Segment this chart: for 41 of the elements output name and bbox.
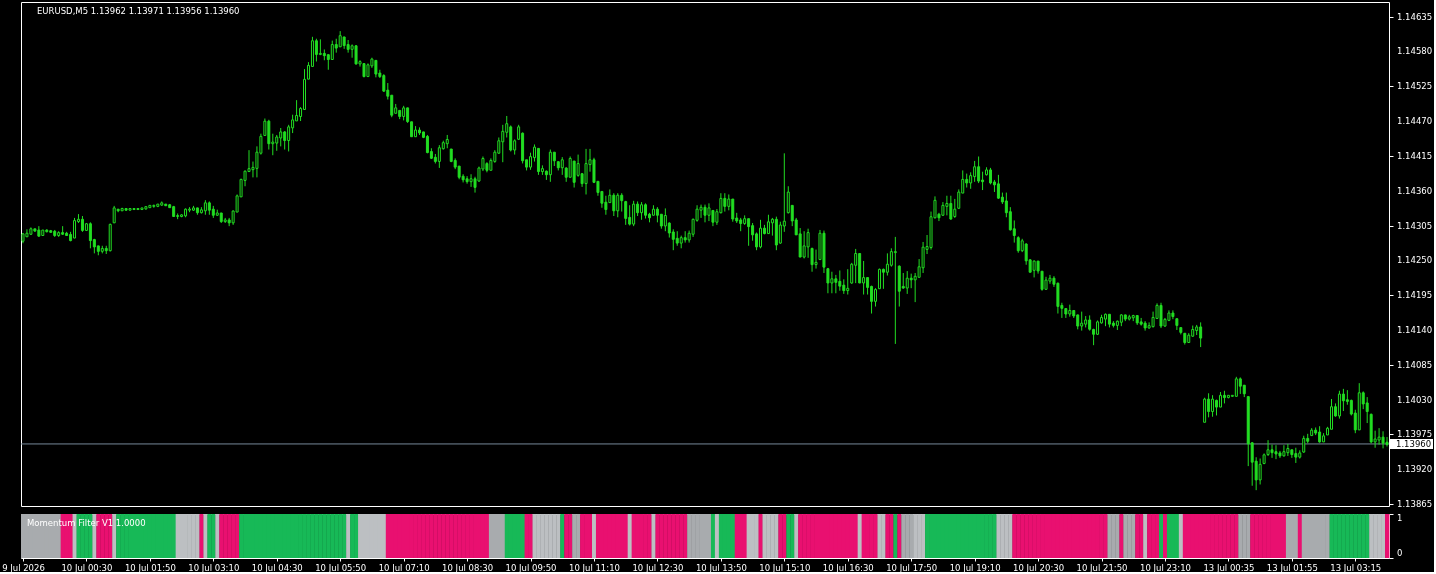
x-tick-label: 10 Jul 20:30 — [1013, 562, 1065, 573]
x-tick-label: 10 Jul 15:10 — [759, 562, 811, 573]
y-tick-label: 1.14415 — [1397, 150, 1433, 161]
x-tick-label: 10 Jul 16:30 — [822, 562, 874, 573]
x-tick-label: 10 Jul 12:30 — [632, 562, 684, 573]
x-tick-label: 10 Jul 21:50 — [1076, 562, 1128, 573]
x-tick-label: 10 Jul 08:30 — [442, 562, 494, 573]
y-tick-label: 1.14305 — [1397, 220, 1433, 231]
x-tick-label: 10 Jul 05:50 — [315, 562, 367, 573]
y-tick-label: 1.14195 — [1397, 290, 1433, 301]
y-tick-label: 1.14635 — [1397, 11, 1433, 22]
ref-line-label: 1.13960 — [1396, 438, 1432, 449]
y-tick-label: 0 — [1397, 548, 1403, 558]
y-tick-label: 1 — [1397, 513, 1403, 523]
y-tick-label: 1.14085 — [1397, 359, 1433, 370]
x-tick-label: 10 Jul 11:10 — [568, 562, 620, 573]
y-tick-label: 1.14360 — [1397, 185, 1433, 196]
x-tick-label: 10 Jul 23:10 — [1139, 562, 1191, 573]
y-tick-label: 1.14250 — [1397, 255, 1433, 266]
x-tick-label: 10 Jul 19:10 — [949, 562, 1001, 573]
x-tick-label: 10 Jul 00:30 — [61, 562, 113, 573]
x-tick-label: 10 Jul 09:50 — [505, 562, 557, 573]
y-tick-label: 1.13975 — [1397, 429, 1433, 440]
x-tick-label: 10 Jul 07:10 — [378, 562, 430, 573]
y-tick-label: 1.14470 — [1397, 116, 1433, 127]
x-tick-label: 9 Jul 2026 — [2, 562, 45, 573]
x-tick-label: 10 Jul 04:30 — [251, 562, 303, 573]
x-tick-label: 13 Jul 01:55 — [1266, 562, 1318, 573]
y-tick-label: 1.14030 — [1397, 394, 1433, 405]
x-tick-label: 10 Jul 01:50 — [124, 562, 176, 573]
y-tick-label: 1.13920 — [1397, 464, 1433, 475]
x-tick-label: 13 Jul 03:15 — [1330, 562, 1382, 573]
y-tick-label: 1.14140 — [1397, 324, 1433, 335]
x-tick-label: 13 Jul 00:35 — [1203, 562, 1255, 573]
text: EURUSD,M5 1.13962 1.13971 1.13956 1.13960 — [37, 6, 240, 16]
x-tick-label: 10 Jul 03:10 — [188, 562, 240, 573]
y-tick-label: 1.14525 — [1397, 81, 1433, 92]
x-tick-label: 10 Jul 17:50 — [886, 562, 938, 573]
y-tick-label: 1.14580 — [1397, 46, 1433, 57]
y-tick-label: 1.13865 — [1397, 499, 1433, 510]
x-tick-label: 10 Jul 13:50 — [695, 562, 747, 573]
